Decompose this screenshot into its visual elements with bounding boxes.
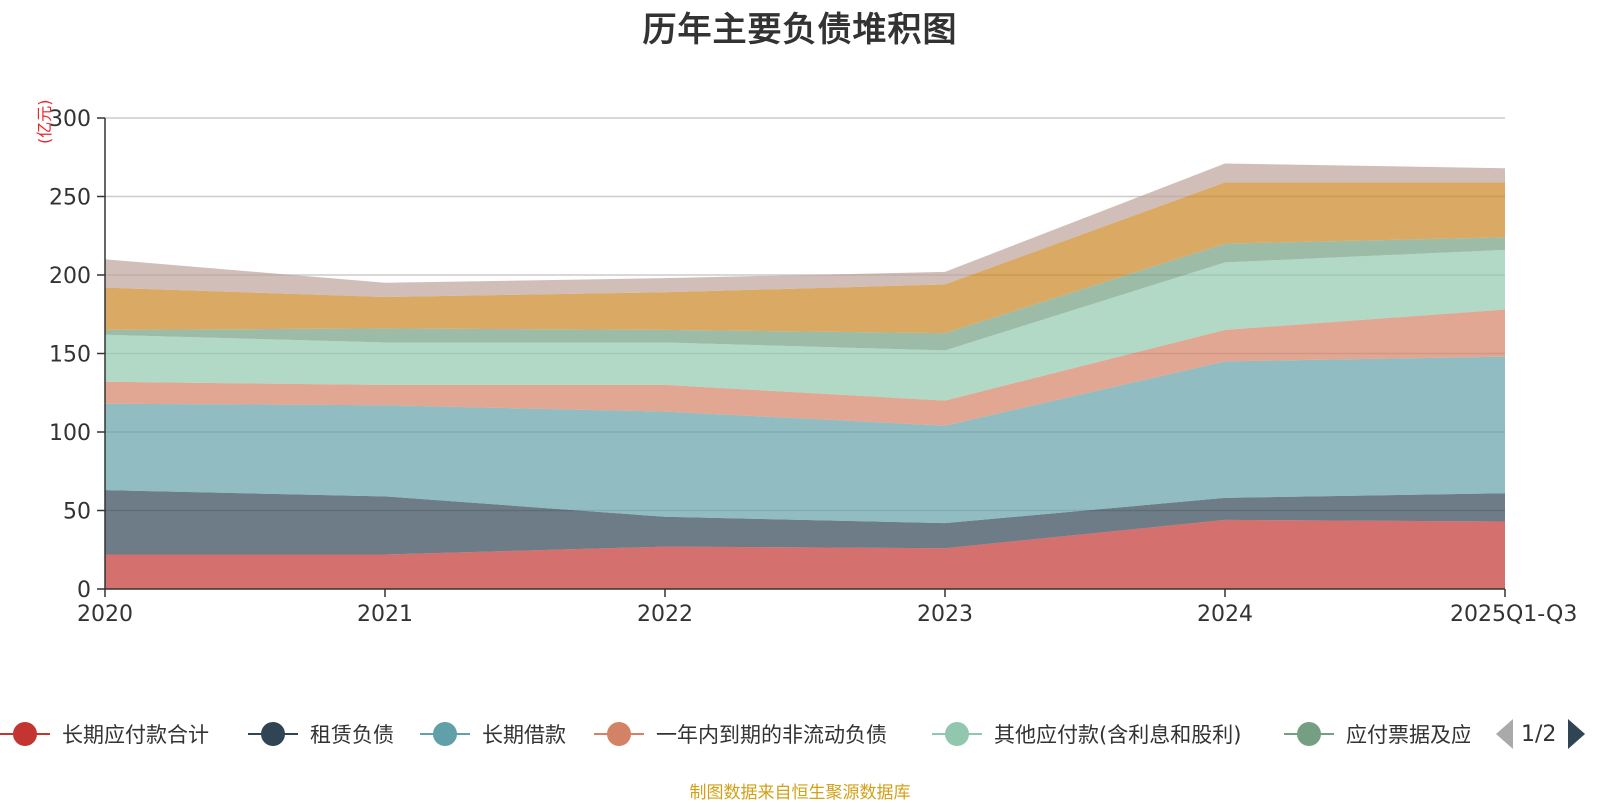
legend-page-indicator: 1/2 xyxy=(1521,721,1557,747)
legend-prev-page-icon[interactable] xyxy=(1496,719,1513,749)
chart-plot: 0 50 100 150 200 250 300 2020 2021 2022 2023 2024 20… xyxy=(49,107,1577,627)
legend-item[interactable]: 一年内到期的非流动负债 xyxy=(594,716,887,752)
x-tick-label: 2023 xyxy=(917,602,973,627)
y-tick-label: 50 xyxy=(63,500,91,525)
legend-marker-icon xyxy=(248,716,298,752)
area-series-8[interactable] xyxy=(105,163,1505,298)
chart-title: 历年主要负债堆积图 xyxy=(642,10,958,50)
legend-label: 长期借款 xyxy=(482,723,566,747)
legend-label: 应付票据及应付账款 xyxy=(1346,723,1470,747)
area-series-2[interactable] xyxy=(105,490,1505,555)
legend-marker-icon xyxy=(1284,716,1334,752)
area-series-group xyxy=(105,163,1505,589)
x-tick-label: 2021 xyxy=(357,602,413,627)
y-tick-label: 300 xyxy=(49,107,91,132)
legend-label: 一年内到期的非流动负债 xyxy=(656,723,887,747)
axes xyxy=(97,117,1506,597)
x-tick-label: 2025Q1-Q3 xyxy=(1450,602,1577,627)
area-series-1[interactable] xyxy=(105,519,1505,589)
y-tick-label: 100 xyxy=(49,421,91,446)
y-tick-label: 150 xyxy=(49,343,91,368)
area-series-7[interactable] xyxy=(105,182,1505,334)
legend-item[interactable]: 长期借款 xyxy=(420,716,566,752)
legend-marker-icon xyxy=(932,716,982,752)
x-tick-label: 2020 xyxy=(77,602,133,627)
legend-pager: 1/2 xyxy=(1496,716,1600,752)
y-tick-label: 200 xyxy=(49,264,91,289)
legend-label: 长期应付款合计 xyxy=(62,723,209,747)
x-tick-label: 2024 xyxy=(1197,602,1253,627)
legend-item[interactable]: 长期应付款合计 xyxy=(0,716,209,752)
y-axis-unit-label: (亿元) xyxy=(35,99,54,145)
source-note: 制图数据来自恒生聚源数据库 xyxy=(689,783,911,803)
legend-item[interactable]: 租赁负债 xyxy=(248,716,394,752)
legend-item[interactable]: 应付票据及应付账款 xyxy=(1284,716,1470,752)
area-series-6[interactable] xyxy=(105,237,1505,351)
legend-item[interactable]: 其他应付款(含利息和股利) xyxy=(932,716,1241,752)
legend-label: 其他应付款(含利息和股利) xyxy=(994,723,1242,747)
area-series-4[interactable] xyxy=(105,309,1505,426)
legend-marker-icon xyxy=(0,716,50,752)
y-tick-label: 250 xyxy=(49,186,91,211)
tick-labels: 0 50 100 150 200 250 300 2020 2021 2022 2023 2024 20… xyxy=(49,107,1577,627)
area-series-3[interactable] xyxy=(105,356,1505,524)
legend-marker-icon xyxy=(594,716,644,752)
legend-label: 租赁负债 xyxy=(310,723,394,747)
x-tick-label: 2022 xyxy=(637,602,693,627)
legend-marker-icon xyxy=(420,716,470,752)
legend-next-page-icon[interactable] xyxy=(1568,719,1586,749)
legend: 长期应付款合计 租赁负债 长期借款 一年内到期的非流动负债 其他应付款(含利息和股利) 应… xyxy=(0,716,1470,756)
area-series-5[interactable] xyxy=(105,249,1505,401)
y-tick-label: 0 xyxy=(77,578,91,603)
